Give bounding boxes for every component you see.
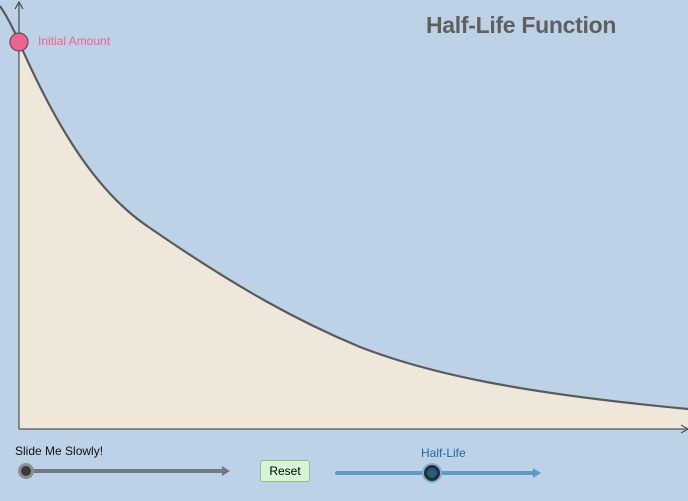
initial-amount-point[interactable]	[9, 32, 29, 52]
y-axis-arrow	[14, 0, 24, 10]
x-axis-arrow	[680, 424, 688, 434]
page-title: Half-Life Function	[426, 12, 617, 38]
initial-amount-label: Initial Amount	[38, 34, 111, 48]
slide-slider-arrow-icon	[222, 466, 230, 476]
slide-slider-handle[interactable]	[18, 463, 34, 479]
reset-button[interactable]: Reset	[260, 460, 310, 482]
half-life-slider-handle[interactable]	[424, 465, 440, 481]
half-life-label: Half-Life	[421, 446, 466, 460]
half-life-slider-arrow-icon	[533, 468, 541, 478]
area-under-curve	[19, 42, 688, 429]
slider-label: Slide Me Slowly!	[15, 444, 104, 458]
slide-slider-track[interactable]	[26, 469, 224, 473]
